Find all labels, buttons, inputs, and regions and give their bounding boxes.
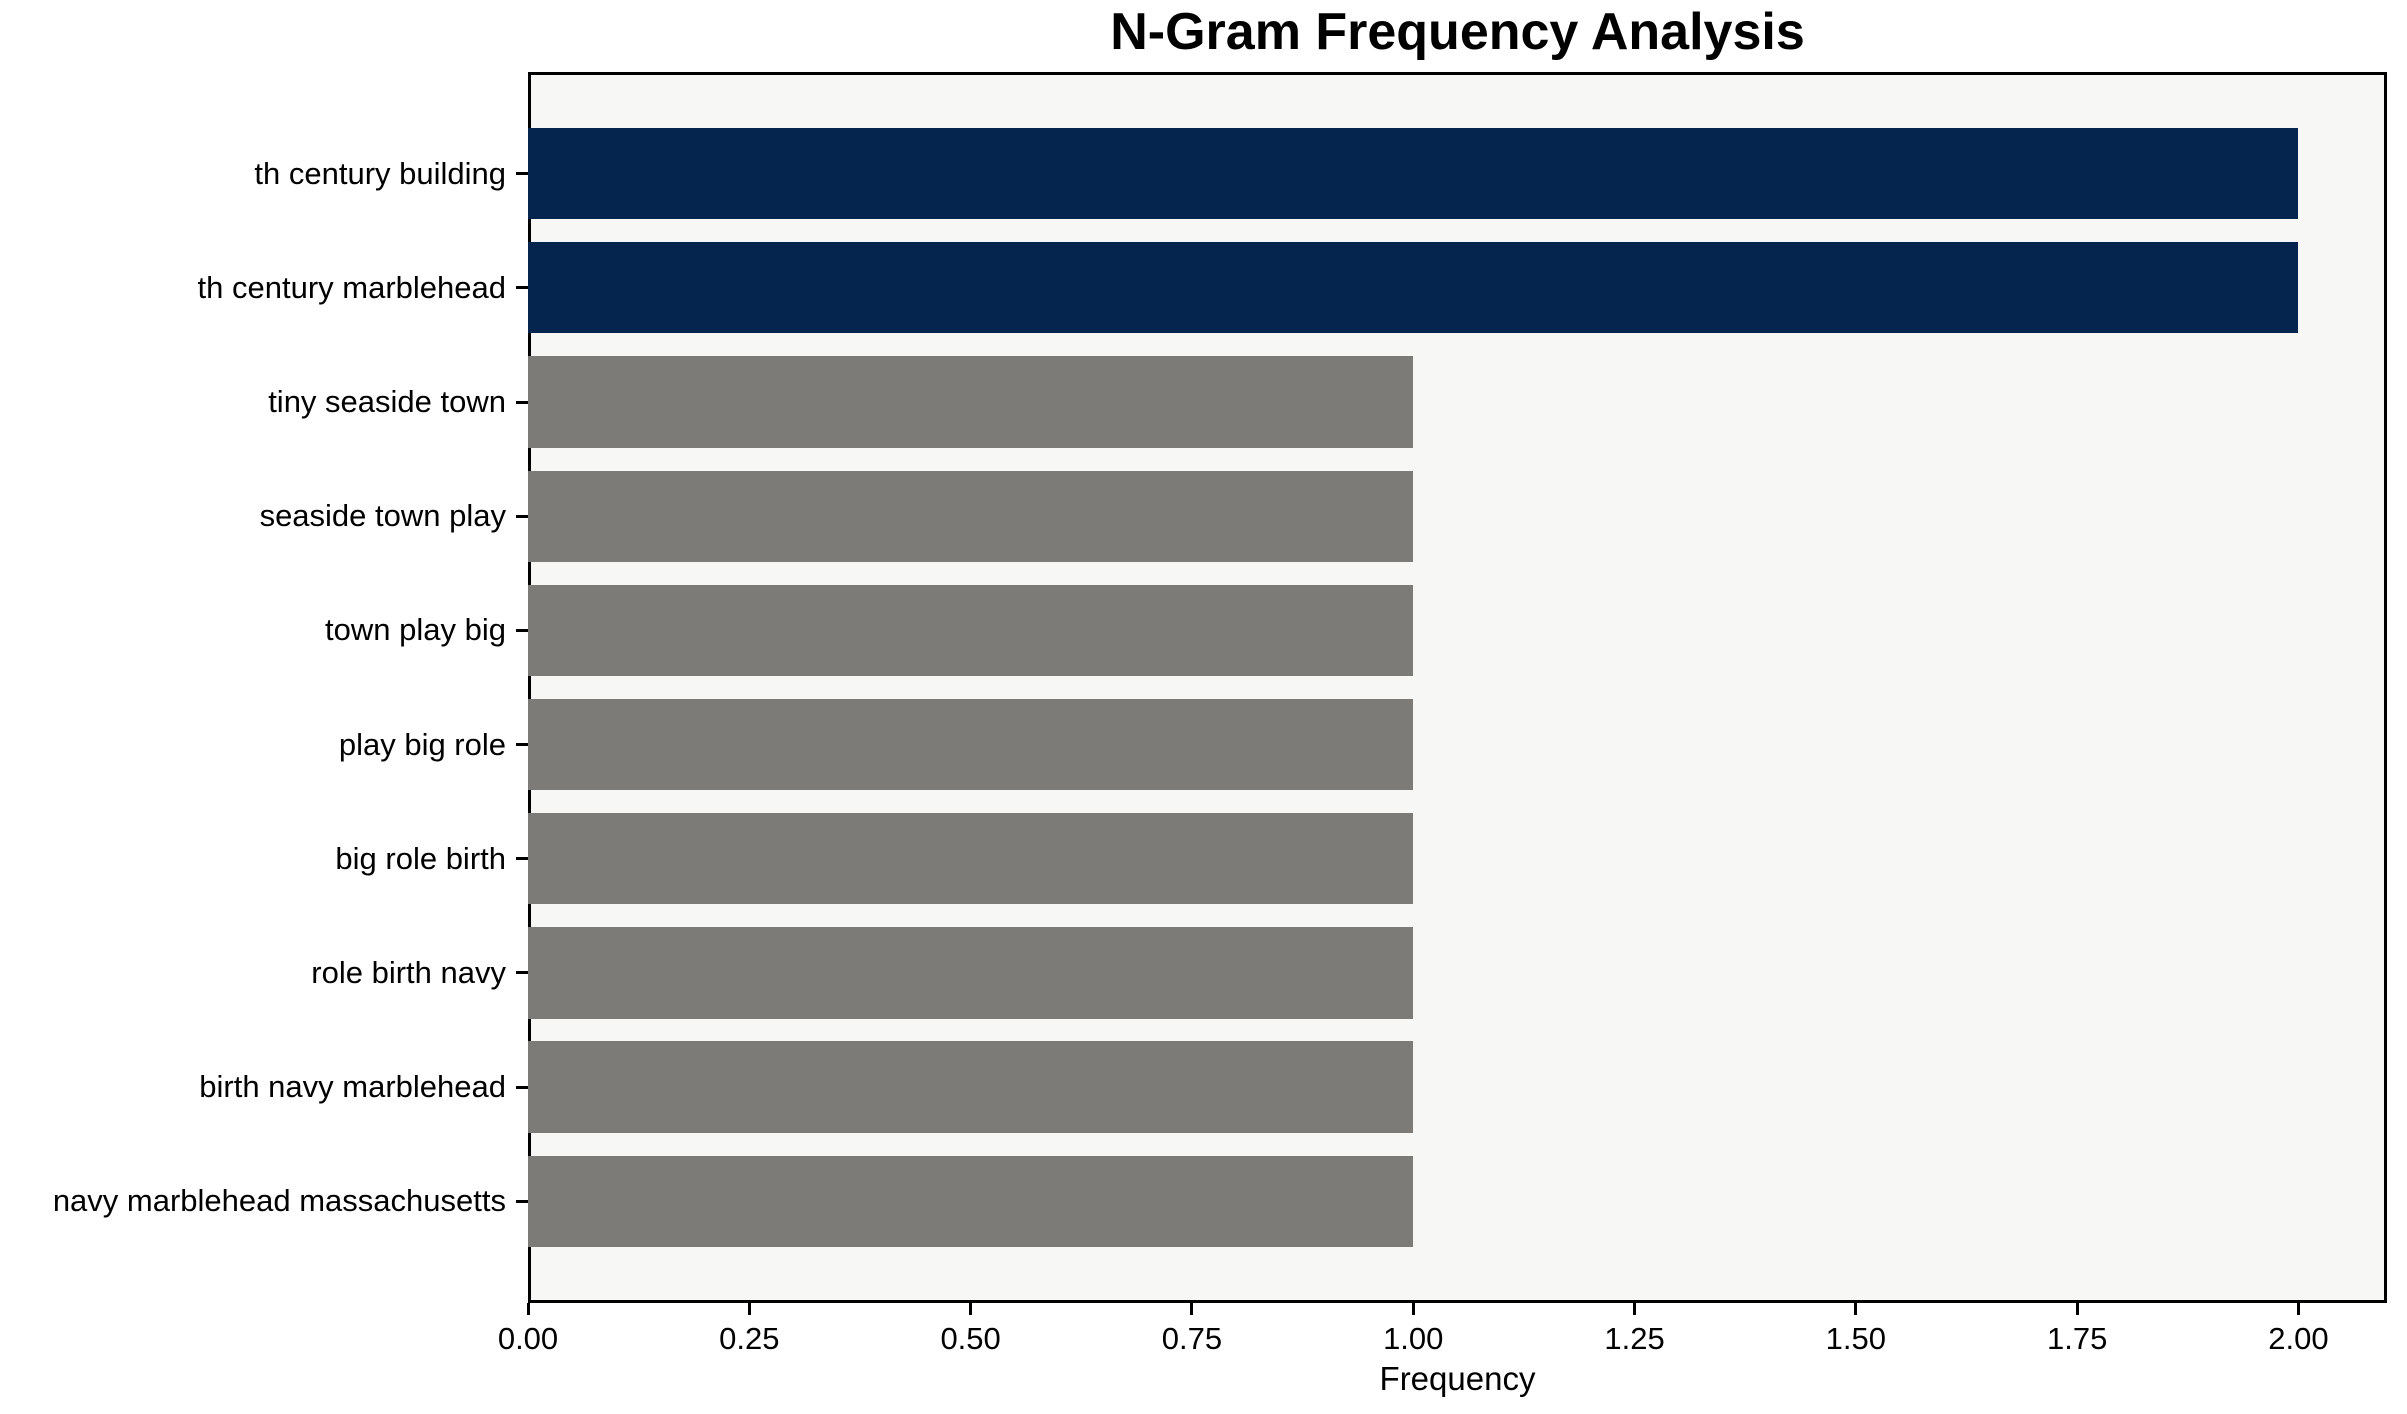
bar bbox=[528, 1041, 1414, 1133]
x-tick-label: 2.00 bbox=[2268, 1321, 2329, 1356]
y-tick-mark bbox=[516, 514, 528, 518]
y-tick-mark bbox=[516, 857, 528, 861]
y-tick-mark bbox=[516, 743, 528, 747]
y-tick-label: big role birth bbox=[335, 840, 506, 876]
x-tick-mark bbox=[2075, 1303, 2079, 1315]
x-tick-mark bbox=[1854, 1303, 1858, 1315]
y-tick-label: role birth navy bbox=[311, 954, 506, 990]
y-tick-label: birth navy marblehead bbox=[199, 1069, 506, 1105]
x-tick-label: 0.50 bbox=[940, 1321, 1001, 1356]
bar bbox=[528, 698, 1414, 791]
y-tick-label: th century building bbox=[254, 155, 506, 191]
bar bbox=[528, 1155, 1414, 1248]
bar bbox=[528, 584, 1414, 677]
x-tick-label: 1.00 bbox=[1383, 1321, 1444, 1356]
bar bbox=[528, 127, 2299, 220]
bar bbox=[528, 813, 1414, 905]
x-tick-label: 1.50 bbox=[1825, 1321, 1887, 1356]
y-tick-label: seaside town play bbox=[259, 498, 506, 534]
y-tick-mark bbox=[516, 400, 528, 404]
y-tick-mark bbox=[516, 1085, 528, 1089]
bar bbox=[528, 242, 2299, 334]
y-tick-label: navy marblehead massachusetts bbox=[52, 1183, 506, 1219]
x-tick-label: 1.25 bbox=[1604, 1321, 1665, 1356]
y-tick-label: play big role bbox=[338, 726, 506, 762]
bar bbox=[528, 470, 1414, 562]
y-tick-label: town play big bbox=[325, 612, 506, 648]
x-tick-label: 0.25 bbox=[719, 1321, 780, 1356]
x-axis-label: Frequency bbox=[1379, 1360, 1536, 1397]
bar bbox=[528, 356, 1414, 448]
y-tick-mark bbox=[516, 1199, 528, 1203]
x-tick-mark bbox=[1633, 1303, 1637, 1315]
y-tick-mark bbox=[516, 172, 528, 176]
y-tick-mark bbox=[516, 286, 528, 290]
x-tick-label: 0.75 bbox=[1161, 1321, 1223, 1356]
x-tick-mark bbox=[2296, 1303, 2300, 1315]
y-tick-label: th century marblehead bbox=[197, 269, 506, 305]
bar bbox=[528, 927, 1414, 1019]
x-tick-mark bbox=[1411, 1303, 1415, 1315]
chart-title: N-Gram Frequency Analysis bbox=[1110, 3, 1805, 61]
x-tick-mark bbox=[747, 1303, 751, 1315]
x-tick-mark bbox=[1190, 1303, 1194, 1315]
x-tick-mark bbox=[969, 1303, 973, 1315]
y-tick-mark bbox=[516, 628, 528, 632]
y-tick-label: tiny seaside town bbox=[268, 384, 506, 420]
y-tick-mark bbox=[516, 971, 528, 975]
x-tick-label: 0.00 bbox=[497, 1321, 559, 1356]
x-tick-label: 1.75 bbox=[2046, 1321, 2108, 1356]
x-tick-mark bbox=[526, 1303, 530, 1315]
